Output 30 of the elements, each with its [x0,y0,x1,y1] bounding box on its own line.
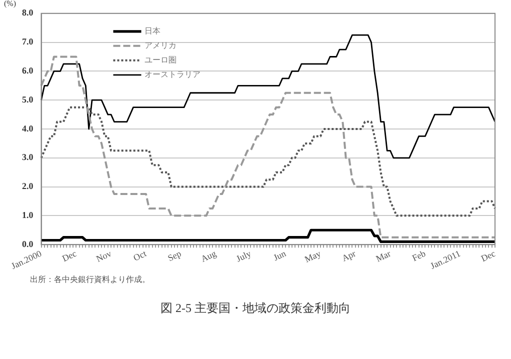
text: 図 2-5 主要国・地域の政策金利動向 [160,300,352,317]
x-tick-label: Sep [166,248,184,264]
x-tick-label: Aug [199,248,218,264]
y-tick-label: 7.0 [22,36,34,47]
y-tick-label: 3.0 [22,152,34,162]
y-tick-label: 0.0 [22,238,34,249]
x-tick-label: Nov [94,248,114,264]
x-tick-label: Feb [410,248,428,264]
text: 出所：各中央銀行資料より作成。 [30,274,150,285]
x-tick-label: Jun [272,248,288,263]
x-tick-label: Apr [340,248,358,264]
x-tick-label: May [303,248,323,264]
x-tick-label: July [234,248,253,264]
legend-label: ユーロ圏 [144,55,176,64]
y-tick-label: 6.0 [22,66,34,76]
y-axis-title: (%) [4,0,16,8]
y-tick-label: 2.0 [22,181,34,192]
x-tick-label: Dec [479,248,497,264]
x-tick-label: Oct [132,248,148,263]
legend-label: アメリカ [144,40,176,50]
x-tick-label: Mar [374,248,392,264]
y-tick-label: 1.0 [22,210,34,220]
line-series [40,106,496,217]
line-series [40,56,496,238]
legend-label: オーストラリア [144,70,200,79]
legend-label: 日本 [144,26,160,36]
y-tick-label: 4.0 [22,123,34,134]
y-tick-label: 5.0 [22,94,34,104]
y-tick-label: 8.0 [22,8,34,18]
x-tick-label: Dec [60,248,78,264]
